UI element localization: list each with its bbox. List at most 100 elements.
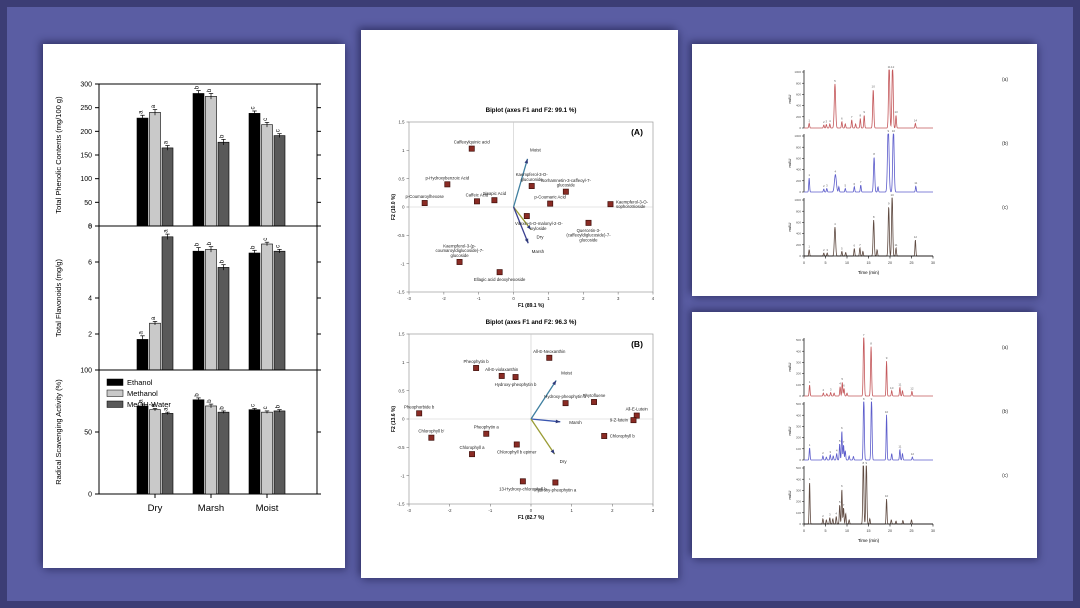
peak-number: 4 [836, 449, 838, 453]
svg-text: 150 [80, 153, 92, 160]
svg-polygon [524, 158, 528, 164]
biplot-point [546, 354, 553, 361]
biplot-point [473, 365, 480, 371]
peak-number: 7 [843, 503, 845, 507]
peak-number: 9 [863, 110, 865, 114]
peak-number: 4 [835, 511, 837, 515]
biplot-point [633, 412, 640, 419]
trace-panel-letter: (b) [1002, 141, 1008, 147]
bar-ethanol-dry [136, 405, 149, 495]
biplot-panel: Biplot (axes F1 and F2: 99.1 %) -3 -2 -1 0 1 2… [361, 30, 678, 578]
peak-number: 7 [860, 180, 862, 184]
peak-number: 1 [808, 245, 810, 249]
peak-number: 3 [829, 513, 831, 517]
svg-text: 0 [402, 417, 405, 422]
bar-ethanol-marsh [192, 93, 205, 227]
svg-text: Caffeic Acid [466, 192, 489, 197]
svg-text: Quercetin-3- [577, 228, 601, 233]
svg-text: 500 [796, 338, 801, 342]
biplot-point [607, 201, 614, 208]
peak-number: 12 [891, 65, 895, 69]
y-axis-label: mAU [787, 490, 792, 499]
svg-text: -1 [401, 473, 405, 478]
svg-text: 1 [570, 508, 573, 513]
svg-text: 300 [80, 82, 92, 89]
svg-text: 2 [582, 296, 585, 301]
y-axis-label: mAU [787, 158, 792, 167]
y-axis-label: mAU [787, 426, 792, 435]
legend-swatch-1 [106, 389, 124, 397]
biplot-point [483, 430, 490, 437]
svg-text: 800 [796, 209, 801, 213]
svg-text: 400 [796, 477, 801, 481]
peak-number: 5 [841, 246, 843, 250]
biplot-point [498, 372, 505, 379]
y-axis-label: Total Phenolic Contents (mg/100 g) [54, 96, 63, 214]
svg-text: 30 [931, 261, 935, 265]
svg-text: 800 [796, 81, 801, 85]
svg-text: coumaroyldiglucoside)-7- [436, 248, 485, 253]
peak-number: 2 [822, 514, 824, 518]
significance-letter: c [276, 129, 282, 132]
svg-text: 4 [88, 296, 92, 303]
biplot-title: Biplot (axes F1 and F2: 96.3 %) [486, 319, 577, 326]
svg-text: 300 [796, 361, 801, 365]
svg-text: 200 [796, 500, 801, 504]
biplot-point [562, 400, 569, 407]
svg-text: Hydroxy-pheophytin a [534, 487, 576, 492]
significance-letter: b [207, 241, 213, 245]
biplot-point [469, 451, 475, 458]
bar-methanol-dry [149, 409, 161, 495]
peak-number: 3 [829, 450, 831, 454]
svg-text: 800 [796, 145, 801, 149]
svg-text: 0.5 [399, 388, 406, 393]
category-label-dry: Dry [148, 503, 163, 514]
y-axis-label: mAU [787, 222, 792, 231]
peak-number: 4 [835, 170, 837, 174]
bar-meoh-water-dry [161, 413, 174, 495]
biplot-point [585, 219, 592, 226]
svg-text: -0.5 [397, 445, 405, 450]
peak-number: 9 [888, 202, 890, 206]
y-axis-label: F2 (10.0 %) [391, 194, 397, 220]
svg-polygon [550, 449, 555, 455]
y-axis-label: Total Flavonoids (mg/g) [54, 259, 63, 337]
peak-number: 10 [890, 386, 894, 390]
svg-text: 400 [796, 413, 801, 417]
significance-letter: c [263, 118, 269, 121]
chromatogram-trace-a [804, 69, 933, 129]
svg-text: 30 [931, 529, 935, 533]
peak-number: 6 [841, 426, 843, 430]
bar-meoh-water-dry [161, 236, 174, 371]
biplot-point [491, 197, 498, 204]
svg-text: 13-Hydroxy-chlorophyll b [499, 486, 547, 491]
svg-text: 100 [80, 176, 92, 183]
significance-letter: b [207, 88, 213, 92]
svg-text: 500 [796, 402, 801, 406]
significance-letter: b [195, 393, 201, 397]
biplot-point [630, 417, 637, 424]
biplot-title: Biplot (axes F1 and F2: 99.1 %) [486, 107, 577, 114]
significance-letter: b [207, 399, 213, 403]
chromatogram-trace-b [804, 133, 933, 193]
bar-meoh-water-moist [273, 135, 286, 227]
svg-text: 0 [799, 394, 801, 398]
significance-letter: b [276, 404, 282, 408]
bar-meoh-water-moist [273, 250, 286, 371]
svg-text: -1.5 [397, 502, 405, 507]
legend-swatch-0 [106, 378, 124, 386]
svg-polygon [526, 225, 531, 230]
svg-text: 1000 [794, 70, 801, 74]
svg-text: 200 [796, 115, 801, 119]
svg-text: 600 [796, 93, 801, 97]
peak-number: 3 [830, 388, 832, 392]
svg-text: 400 [796, 168, 801, 172]
significance-letter: b [220, 134, 226, 138]
significance-letter: a [151, 403, 157, 407]
svg-text: 0 [799, 458, 801, 462]
svg-text: sophorotrioside [616, 204, 646, 209]
y-axis-label: mAU [787, 362, 792, 371]
peak-number: 6 [843, 383, 845, 387]
bar-methanol-dry [149, 322, 161, 371]
peak-number: 8 [863, 461, 865, 465]
